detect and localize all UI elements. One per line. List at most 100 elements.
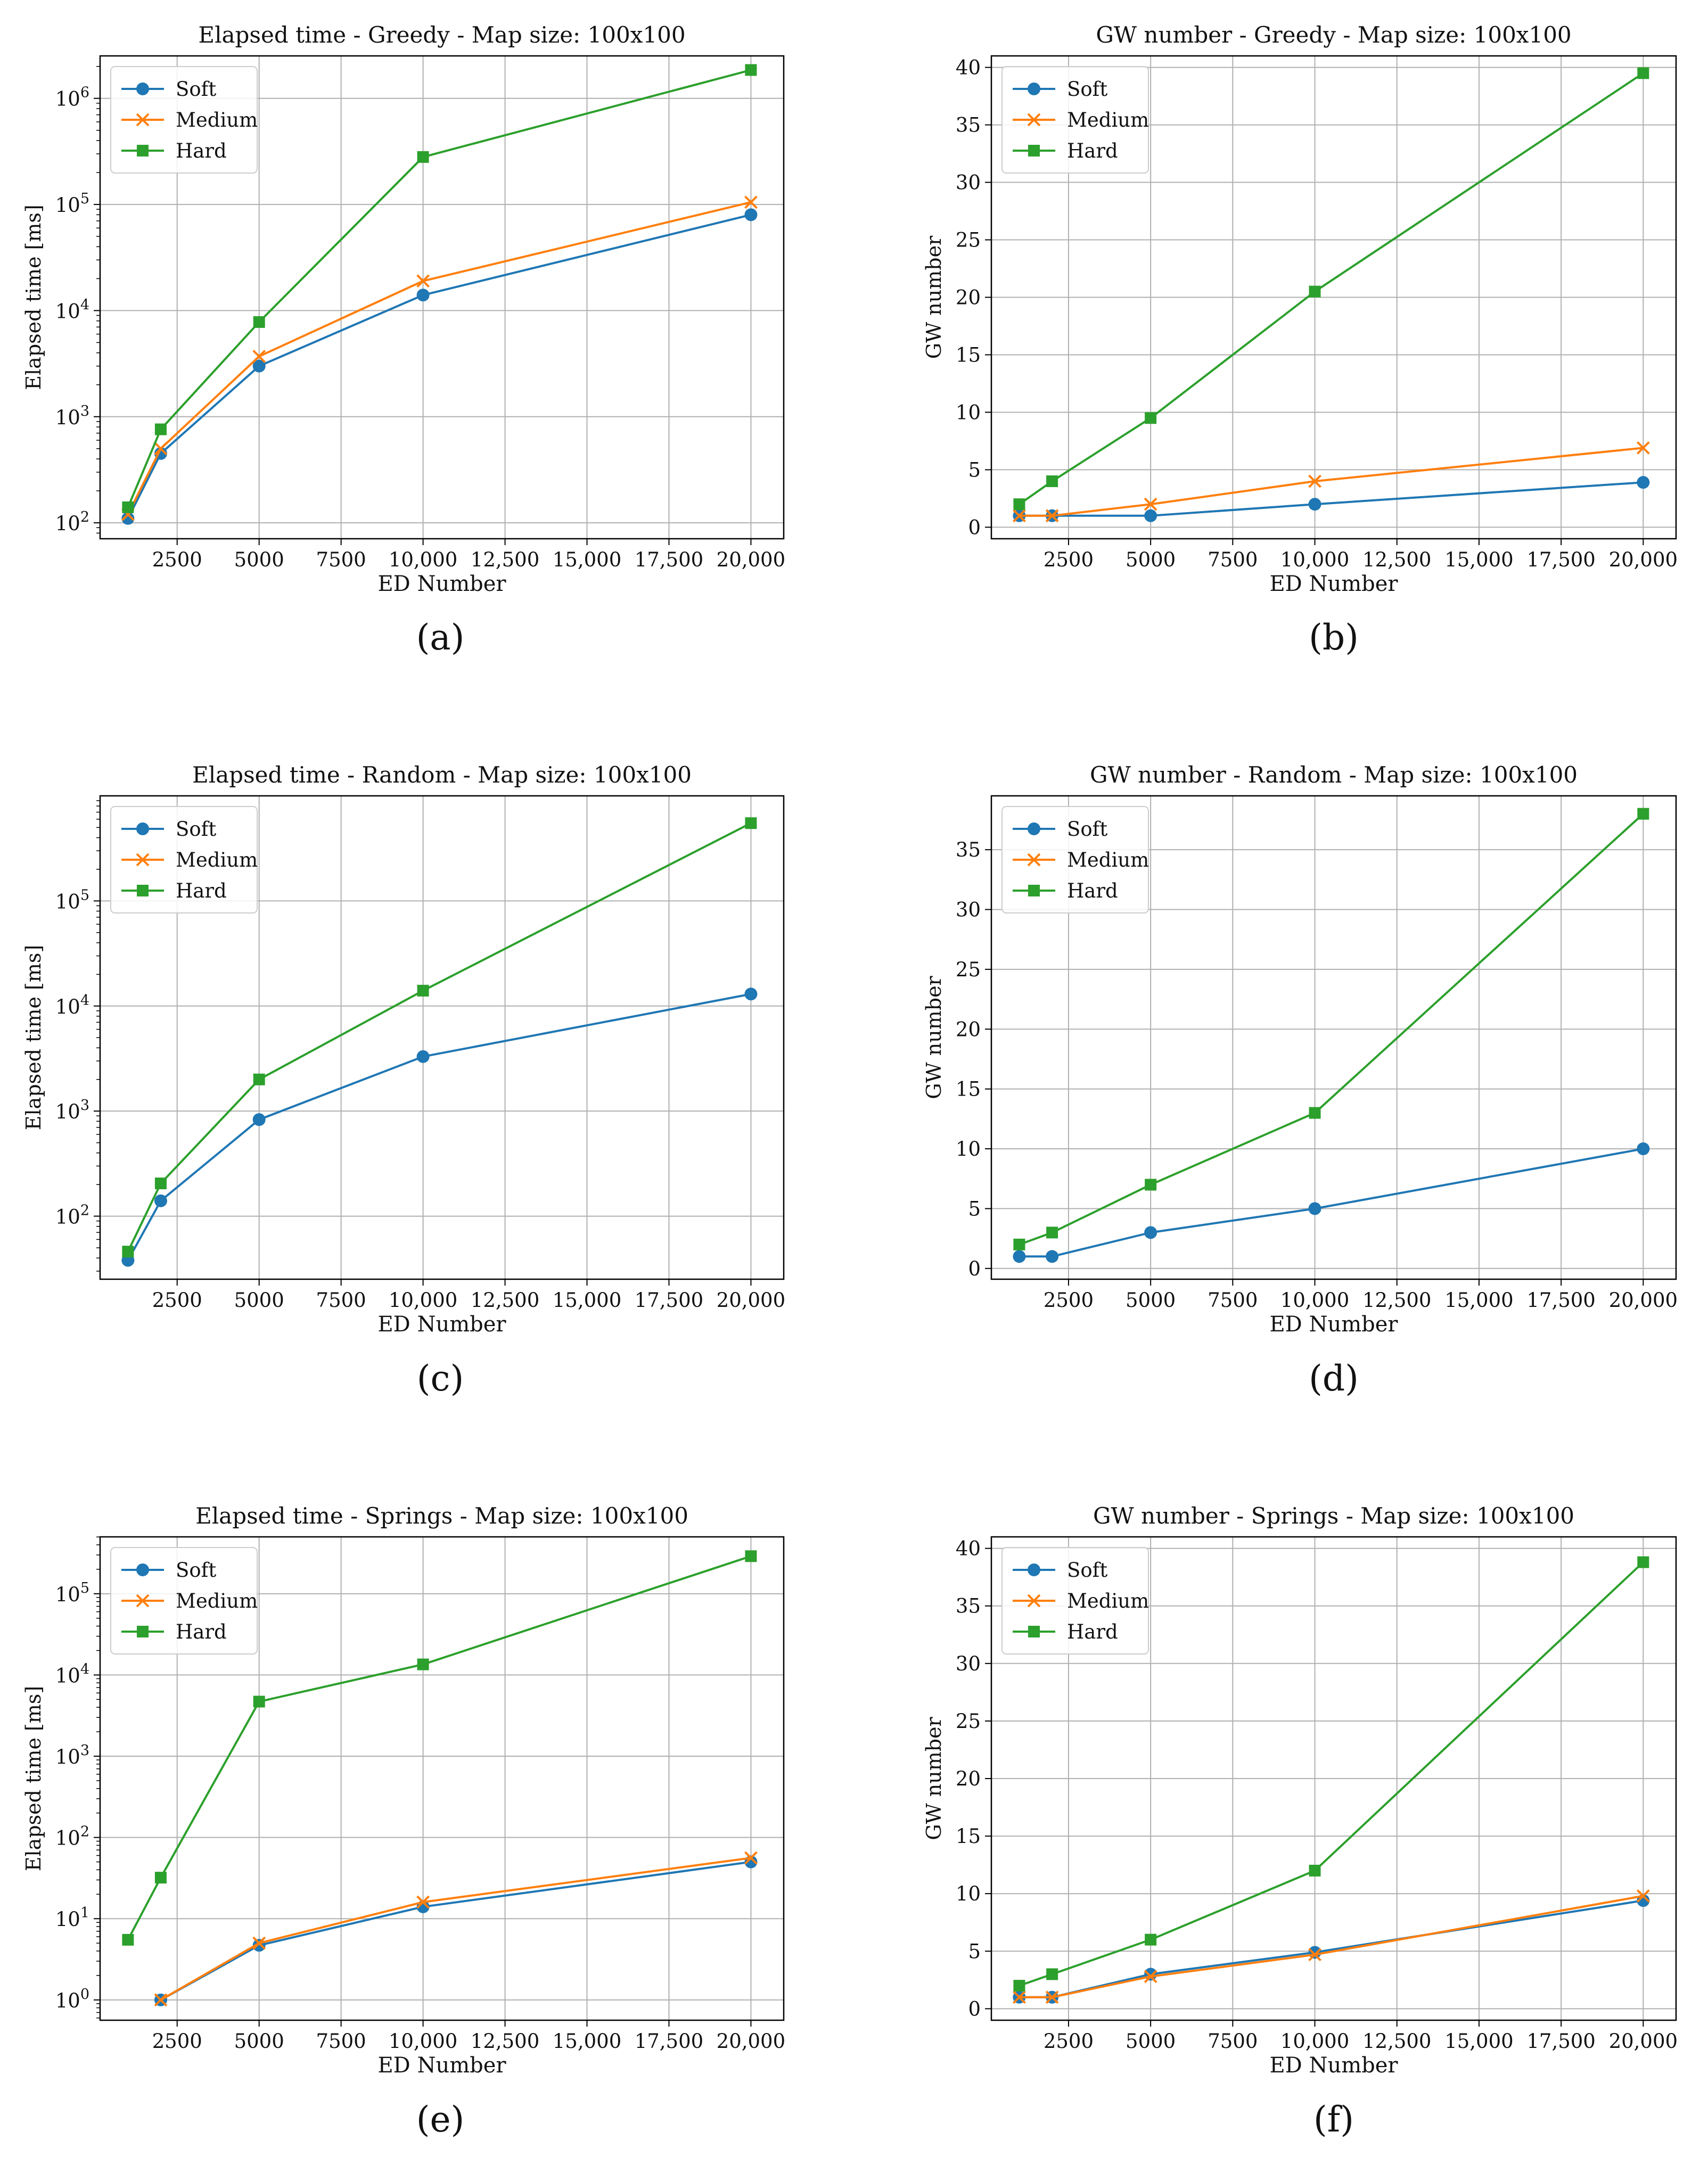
data-point-hard xyxy=(253,316,265,328)
x-tick-label: 7500 xyxy=(1208,1289,1258,1312)
x-tick-label: 20,000 xyxy=(1609,2030,1678,2053)
data-point-hard xyxy=(154,423,167,435)
y-tick-label: 25 xyxy=(956,958,981,981)
y-tick-label: 20 xyxy=(956,286,981,309)
chart-panel-3: 2500 5000 7500 10,000 12,500 15,000 17,500 20,0… xyxy=(22,762,785,1399)
data-point-soft xyxy=(416,1050,430,1063)
legend-label-hard: Hard xyxy=(176,139,227,162)
data-point-hard xyxy=(417,1658,429,1670)
series-line-soft xyxy=(160,1861,751,2001)
legend-label-hard: Hard xyxy=(176,879,227,902)
legend-label-medium: Medium xyxy=(1067,1590,1149,1612)
x-tick-label: 12,500 xyxy=(471,548,539,571)
y-tick-label: 105 xyxy=(55,1580,89,1606)
data-point-soft xyxy=(252,1113,266,1126)
panel-caption: (f) xyxy=(1313,2099,1354,2140)
y-tick-label: 15 xyxy=(956,1825,981,1848)
y-tick-label: 30 xyxy=(956,171,981,194)
data-point-hard xyxy=(154,1178,167,1190)
grid-lines xyxy=(991,56,1676,539)
x-tick-label: 12,500 xyxy=(471,1289,539,1312)
x-tick-label: 7500 xyxy=(1208,548,1258,571)
y-axis-label: Elapsed time [ms] xyxy=(22,204,45,390)
data-point-medium xyxy=(154,442,168,456)
x-tick-label: 2500 xyxy=(1044,548,1094,571)
y-tick-label: 102 xyxy=(55,1203,89,1229)
data-point-soft xyxy=(1046,1250,1059,1263)
legend-label-hard: Hard xyxy=(1067,1620,1118,1643)
y-tick-label: 102 xyxy=(55,1824,89,1850)
y-axis-label: GW number xyxy=(922,1716,946,1840)
data-point-hard xyxy=(745,817,757,829)
chart-panel-1: 2500 5000 7500 10,000 12,500 15,000 17,500 20,0… xyxy=(22,22,785,658)
data-point-hard xyxy=(1013,1980,1025,1992)
x-tick-label: 20,000 xyxy=(1609,1289,1678,1312)
y-tick-exponent: 3 xyxy=(80,1097,89,1114)
data-point-soft xyxy=(744,208,758,221)
x-tick-label: 15,000 xyxy=(553,2030,621,2053)
data-point-hard xyxy=(1145,1933,1157,1946)
legend-label-soft: Soft xyxy=(176,1559,216,1582)
chart-title: GW number - Springs - Map size: 100x100 xyxy=(1093,1503,1574,1529)
legend-label-soft: Soft xyxy=(176,78,216,101)
legend: Soft Medium Hard xyxy=(1001,1547,1149,1655)
data-point-medium xyxy=(1308,1948,1321,1962)
data-point-soft xyxy=(1144,509,1157,522)
data-point-medium xyxy=(1013,1990,1026,2004)
data-point-hard xyxy=(1145,1179,1157,1191)
data-point-medium xyxy=(1045,509,1059,523)
legend-label-soft: Soft xyxy=(1067,818,1107,841)
data-point-hard xyxy=(253,1073,265,1085)
y-tick-exponent: 5 xyxy=(80,887,89,903)
data-point-soft xyxy=(1308,498,1321,511)
x-axis-label: ED Number xyxy=(377,572,506,596)
data-point-medium xyxy=(1144,497,1157,511)
data-point-medium xyxy=(1045,1990,1059,2004)
chart-title: GW number - Random - Map size: 100x100 xyxy=(1090,762,1578,788)
data-point-medium xyxy=(416,274,430,288)
chart-panel-6: 2500 5000 7500 10,000 12,500 15,000 17,500 20,0… xyxy=(922,1503,1678,2140)
data-point-hard xyxy=(1309,285,1321,298)
chart-panel-5: 2500 5000 7500 10,000 12,500 15,000 17,500 20,0… xyxy=(22,1503,785,2140)
series-line-soft xyxy=(1019,1899,1644,1998)
y-tick-exponent: 5 xyxy=(80,191,89,207)
data-point-hard xyxy=(1637,808,1649,820)
y-tick-label: 103 xyxy=(55,403,89,429)
data-point-soft xyxy=(1308,1202,1321,1215)
x-tick-label: 10,000 xyxy=(1280,2030,1349,2053)
y-tick-label: 30 xyxy=(956,1652,981,1675)
y-tick-label: 101 xyxy=(55,1905,89,1931)
legend-marker-soft xyxy=(136,1563,149,1576)
x-tick-label: 20,000 xyxy=(717,2030,785,2053)
data-point-hard xyxy=(253,1696,265,1708)
data-point-hard xyxy=(1637,67,1649,79)
data-point-hard xyxy=(417,151,429,163)
data-point-medium xyxy=(416,1895,430,1909)
legend-marker-soft xyxy=(136,83,149,95)
legend: Soft Medium Hard xyxy=(110,1547,258,1655)
y-tick-label: 35 xyxy=(956,1595,981,1618)
x-axis-label: ED Number xyxy=(377,2053,506,2078)
y-tick-label: 10 xyxy=(956,1138,981,1161)
data-point-soft xyxy=(1013,1250,1026,1263)
data-point-soft xyxy=(121,512,135,525)
y-tick-exponent: 3 xyxy=(80,1742,89,1759)
y-tick-exponent: 1 xyxy=(80,1905,89,1921)
data-point-hard xyxy=(122,1246,134,1258)
x-tick-label: 15,000 xyxy=(1444,2030,1513,2053)
legend-label-hard: Hard xyxy=(1067,879,1118,902)
x-tick-label: 20,000 xyxy=(717,548,785,571)
x-tick-label: 15,000 xyxy=(1444,548,1513,571)
y-tick-label: 102 xyxy=(55,509,89,535)
x-tick-label: 7500 xyxy=(316,1289,366,1312)
x-tick-label: 2500 xyxy=(152,2030,202,2053)
x-tick-label: 2500 xyxy=(152,548,202,571)
y-tick-label: 40 xyxy=(956,1537,981,1560)
legend-marker-hard xyxy=(137,885,149,896)
legend-label-soft: Soft xyxy=(1067,1559,1107,1582)
data-point-soft xyxy=(1637,1142,1650,1156)
data-point-hard xyxy=(1309,1864,1321,1877)
x-tick-label: 10,000 xyxy=(389,548,457,571)
x-tick-label: 17,500 xyxy=(635,548,703,571)
y-tick-label: 105 xyxy=(55,887,89,913)
